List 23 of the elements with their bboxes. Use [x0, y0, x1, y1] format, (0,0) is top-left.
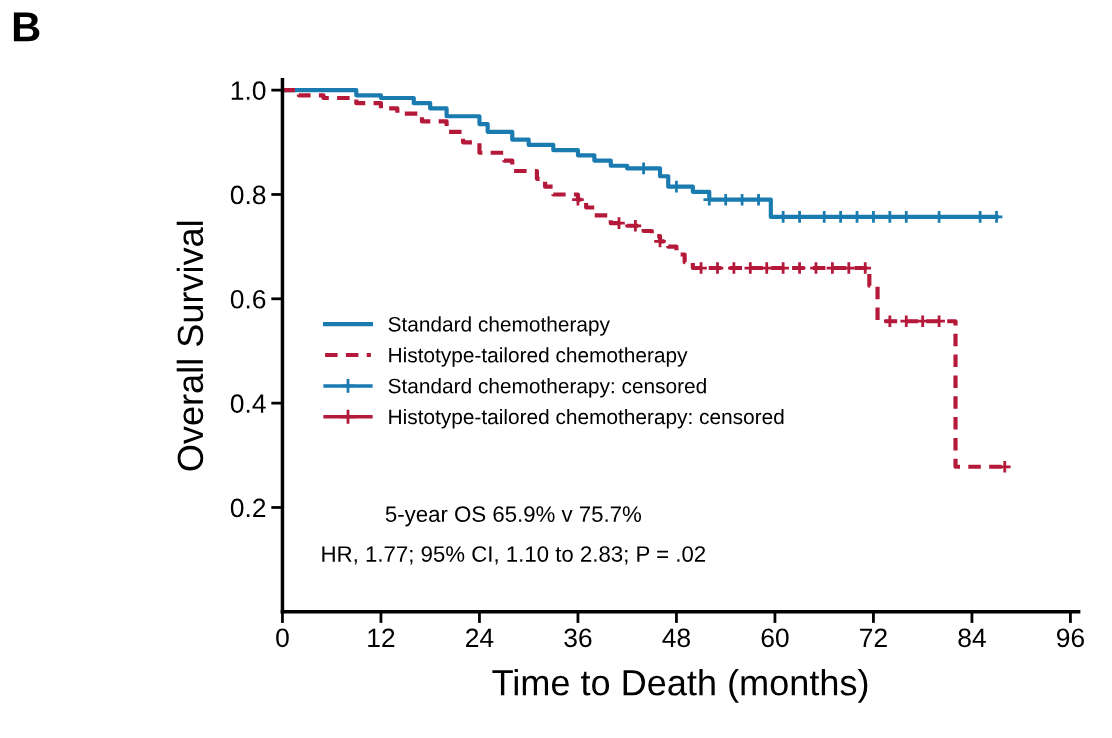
x-tick-label: 60 [761, 628, 789, 648]
x-tick-label: 96 [1056, 628, 1084, 648]
chart-title: B [13, 12, 40, 42]
legend-label: Standard chemotherapy [388, 316, 610, 336]
x-tick-label: 24 [466, 628, 494, 647]
y-tick-label: 0.6 [230, 289, 266, 309]
y-tick-label: 1.0 [231, 81, 266, 100]
x-tick-label: 84 [958, 628, 986, 648]
x-tick-label: 72 [860, 628, 887, 647]
x-tick-label: 36 [564, 628, 592, 648]
annotation: 5-year OS 65.9% v 75.7% [385, 506, 642, 527]
y-tick-label: 0.4 [230, 394, 266, 413]
y-tick-label: 0.8 [230, 185, 266, 205]
y-tick-label: 0.2 [230, 498, 266, 518]
x-tick-label: 48 [662, 628, 690, 648]
x-axis-title: Time to Death (months) [492, 669, 868, 703]
legend-label: Standard chemotherapy: censored [388, 378, 706, 398]
annotation: HR, 1.77; 95% CI, 1.10 to 2.83; P = .02 [322, 546, 706, 565]
legend-label: Histotype-tailored chemotherapy: censored [389, 408, 784, 429]
x-tick-label: 12 [368, 628, 395, 647]
legend-label: Histotype-tailored chemotherapy [389, 347, 688, 367]
x-tick-label: 0 [276, 628, 289, 648]
y-axis-title: Overall Survival [176, 221, 204, 471]
